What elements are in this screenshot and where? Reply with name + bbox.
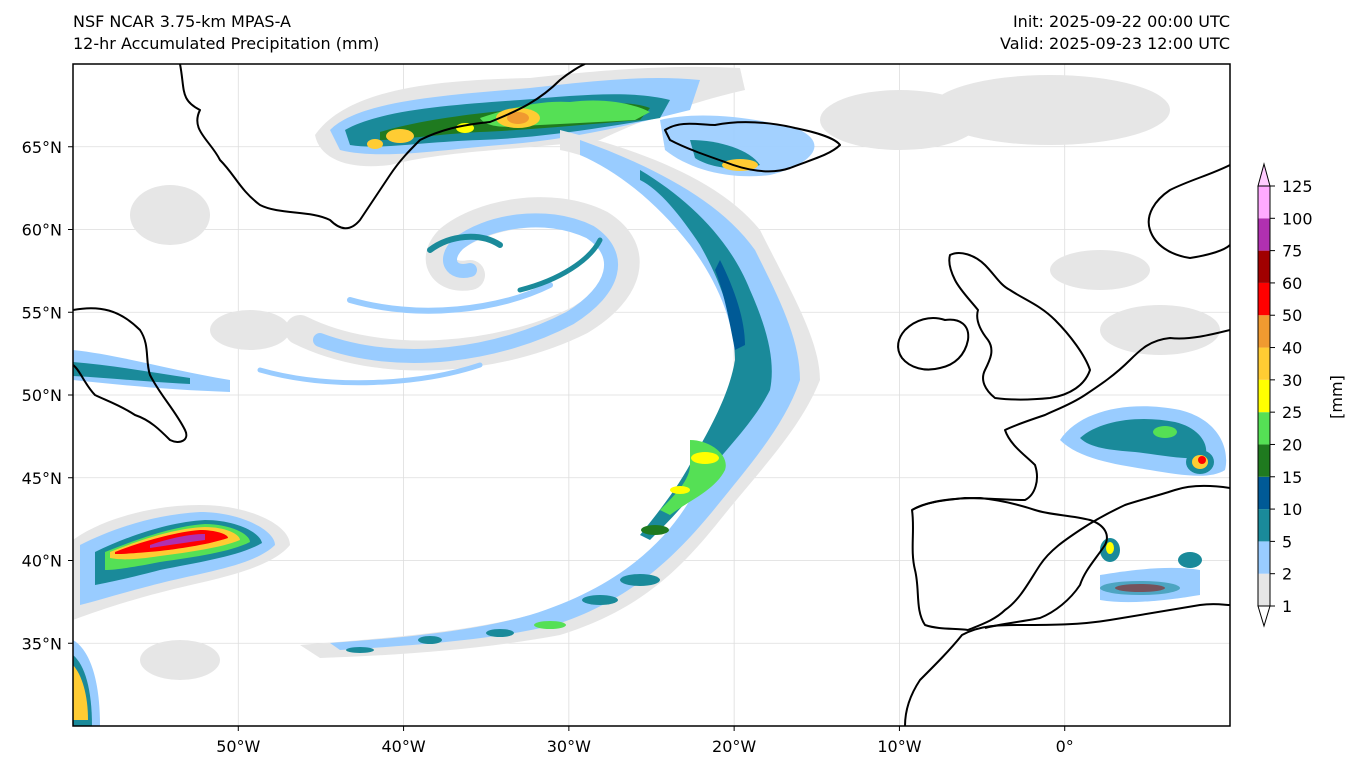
colorbar-frame (1257, 185, 1271, 607)
lat-tick-label: 65°N (22, 138, 62, 157)
cyclone-swirl (257, 197, 640, 386)
title-block: NSF NCAR 3.75-km MPAS-A 12-hr Accumulate… (73, 11, 379, 55)
colorbar-level-label: 75 (1282, 242, 1302, 261)
colorbar-segment (1258, 315, 1270, 348)
colorbar-segment (1258, 444, 1270, 477)
colorbar-level-label: 25 (1282, 403, 1302, 422)
iceland-coast (664, 121, 841, 173)
lat-tick-label: 50°N (22, 386, 62, 405)
colorbar-unit-label: [mm] (1327, 375, 1346, 419)
colorbar-segment (1258, 541, 1270, 574)
init-time: Init: 2025-09-22 00:00 UTC (1012, 12, 1230, 31)
model-title: NSF NCAR 3.75-km MPAS-A (73, 12, 291, 31)
newfoundland-coast (73, 307, 188, 443)
colorbar-extend-min (1257, 605, 1271, 628)
colorbar-level-label: 15 (1282, 468, 1302, 487)
lat-tick-label: 55°N (22, 303, 62, 322)
lon-tick-label: 30°W (547, 737, 591, 756)
ireland-coast (897, 317, 970, 371)
light-precip-patches (130, 75, 1220, 680)
western-atlantic-precip (73, 505, 290, 726)
colorbar-level-label: 50 (1282, 306, 1302, 325)
precipitation-field (73, 66, 1227, 726)
newfoundland-precip (73, 350, 230, 392)
great-britain-coast (948, 252, 1091, 401)
valid-time: Valid: 2025-09-23 12:00 UTC (999, 34, 1230, 53)
lat-tick-label: 60°N (22, 221, 62, 240)
colorbar-segment (1258, 509, 1270, 542)
iceland-precip (660, 115, 815, 177)
lon-tick-label: 40°W (381, 737, 425, 756)
colorbar-segment (1258, 347, 1270, 380)
cold-front-band (300, 130, 820, 658)
field-title: 12-hr Accumulated Precipitation (mm) (73, 34, 380, 53)
colorbar-segment (1258, 282, 1270, 316)
colorbar-level-label: 100 (1282, 209, 1313, 228)
iberia-outline (911, 497, 1108, 629)
colorbar-segment (1258, 250, 1270, 283)
colorbar-segment (1258, 476, 1270, 510)
colorbar-level-label: 40 (1282, 339, 1302, 358)
coastlines (73, 64, 1230, 726)
colorbar-level-label: 5 (1282, 532, 1292, 551)
colorbar-level-label: 1 (1282, 597, 1292, 616)
lat-tick-label: 45°N (22, 469, 62, 488)
colorbar-level-label: 2 (1282, 565, 1292, 584)
lat-tick-label: 40°N (22, 552, 62, 571)
colorbar-segment (1258, 218, 1270, 251)
colorbar-level-label: 125 (1282, 177, 1313, 196)
europe-precip (1060, 406, 1227, 603)
colorbar-level-label: 10 (1282, 500, 1302, 519)
scandinavia-coast (1147, 164, 1230, 259)
colorbar-segment (1258, 186, 1270, 219)
lon-tick-label: 0° (1056, 737, 1074, 756)
colorbar-level-label: 60 (1282, 274, 1302, 293)
lat-tick-label: 35°N (22, 634, 62, 653)
time-block: Init: 2025-09-22 00:00 UTC Valid: 2025-0… (1000, 11, 1230, 55)
north-africa-coast (904, 603, 1230, 726)
greenland-precip-band (315, 66, 745, 167)
longitude-ticks: 50°W 40°W 30°W 20°W 10°W 0° (216, 726, 1074, 756)
lon-tick-label: 10°W (877, 737, 921, 756)
lon-tick-label: 50°W (216, 737, 260, 756)
colorbar-segment (1258, 412, 1270, 445)
colorbar-segment (1258, 379, 1270, 413)
lon-tick-label: 20°W (712, 737, 756, 756)
colorbar-level-label: 30 (1282, 371, 1302, 390)
colorbar-segment (1258, 573, 1270, 606)
colorbar-extend-max (1257, 162, 1271, 187)
colorbar-level-label: 20 (1282, 435, 1302, 454)
greenland-coast (179, 64, 586, 230)
latitude-ticks: 35°N 40°N 45°N 50°N 55°N 60°N 65°N (22, 138, 73, 653)
